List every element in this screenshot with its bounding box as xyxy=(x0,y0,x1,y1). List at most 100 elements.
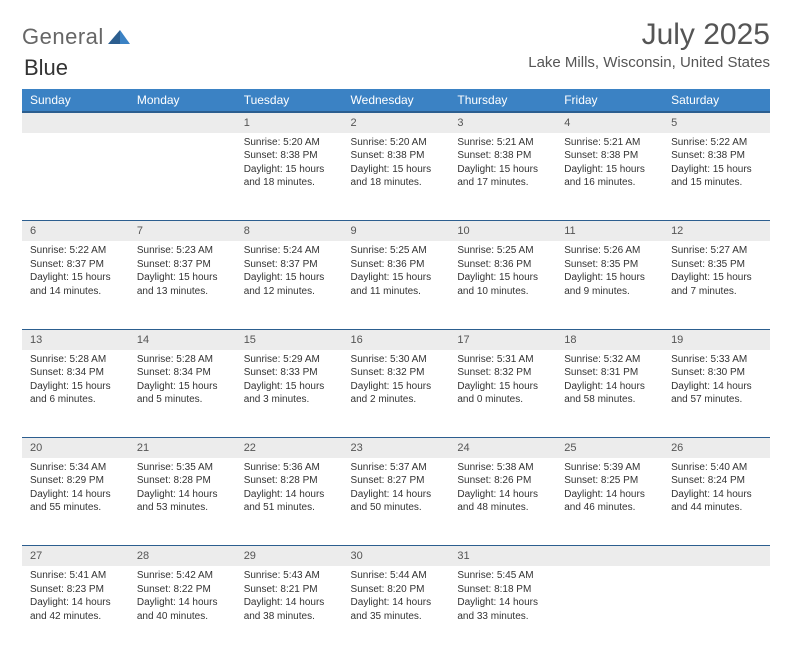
daylight-text: Daylight: 14 hours xyxy=(137,488,228,502)
daylight-text: and 51 minutes. xyxy=(244,501,335,515)
day-number: 5 xyxy=(663,112,770,133)
sunset-text: Sunset: 8:30 PM xyxy=(671,366,762,380)
week-number-row: 6789101112 xyxy=(22,221,770,241)
day-number: 6 xyxy=(22,221,129,241)
day-number: 29 xyxy=(236,546,343,566)
sunset-text: Sunset: 8:38 PM xyxy=(671,149,762,163)
day-cell: Sunrise: 5:32 AMSunset: 8:31 PMDaylight:… xyxy=(556,350,663,438)
day-cell: Sunrise: 5:28 AMSunset: 8:34 PMDaylight:… xyxy=(129,350,236,438)
location: Lake Mills, Wisconsin, United States xyxy=(528,54,770,71)
sunrise-text: Sunrise: 5:30 AM xyxy=(351,353,442,367)
daylight-text: Daylight: 15 hours xyxy=(30,271,121,285)
day-cell: Sunrise: 5:40 AMSunset: 8:24 PMDaylight:… xyxy=(663,458,770,546)
daylight-text: Daylight: 15 hours xyxy=(137,380,228,394)
day-cell xyxy=(663,566,770,654)
daylight-text: Daylight: 14 hours xyxy=(457,488,548,502)
day-cell: Sunrise: 5:29 AMSunset: 8:33 PMDaylight:… xyxy=(236,350,343,438)
sunrise-text: Sunrise: 5:31 AM xyxy=(457,353,548,367)
daylight-text: Daylight: 15 hours xyxy=(244,271,335,285)
col-wednesday: Wednesday xyxy=(343,89,450,112)
daylight-text: and 44 minutes. xyxy=(671,501,762,515)
day-cell: Sunrise: 5:41 AMSunset: 8:23 PMDaylight:… xyxy=(22,566,129,654)
day-number: 8 xyxy=(236,221,343,241)
daylight-text: and 13 minutes. xyxy=(137,285,228,299)
sunrise-text: Sunrise: 5:20 AM xyxy=(244,136,335,150)
sunrise-text: Sunrise: 5:38 AM xyxy=(457,461,548,475)
day-number xyxy=(129,112,236,133)
daylight-text: Daylight: 14 hours xyxy=(671,380,762,394)
sunrise-text: Sunrise: 5:34 AM xyxy=(30,461,121,475)
daylight-text: and 57 minutes. xyxy=(671,393,762,407)
day-cell: Sunrise: 5:42 AMSunset: 8:22 PMDaylight:… xyxy=(129,566,236,654)
calendar-table: Sunday Monday Tuesday Wednesday Thursday… xyxy=(22,89,770,654)
sunrise-text: Sunrise: 5:45 AM xyxy=(457,569,548,583)
daylight-text: Daylight: 15 hours xyxy=(564,163,655,177)
daylight-text: and 5 minutes. xyxy=(137,393,228,407)
day-number: 15 xyxy=(236,329,343,349)
day-number: 17 xyxy=(449,329,556,349)
week-number-row: 20212223242526 xyxy=(22,438,770,458)
col-thursday: Thursday xyxy=(449,89,556,112)
daylight-text: Daylight: 15 hours xyxy=(671,271,762,285)
daylight-text: and 18 minutes. xyxy=(351,176,442,190)
day-number: 11 xyxy=(556,221,663,241)
daylight-text: Daylight: 15 hours xyxy=(30,380,121,394)
day-cell: Sunrise: 5:44 AMSunset: 8:20 PMDaylight:… xyxy=(343,566,450,654)
sunset-text: Sunset: 8:22 PM xyxy=(137,583,228,597)
sunset-text: Sunset: 8:34 PM xyxy=(137,366,228,380)
col-friday: Friday xyxy=(556,89,663,112)
col-monday: Monday xyxy=(129,89,236,112)
day-number: 12 xyxy=(663,221,770,241)
week-number-row: 13141516171819 xyxy=(22,329,770,349)
sunset-text: Sunset: 8:23 PM xyxy=(30,583,121,597)
daylight-text: and 14 minutes. xyxy=(30,285,121,299)
day-cell: Sunrise: 5:26 AMSunset: 8:35 PMDaylight:… xyxy=(556,241,663,329)
day-cell: Sunrise: 5:39 AMSunset: 8:25 PMDaylight:… xyxy=(556,458,663,546)
logo-mark-icon xyxy=(108,24,130,50)
daylight-text: and 50 minutes. xyxy=(351,501,442,515)
sunset-text: Sunset: 8:38 PM xyxy=(564,149,655,163)
day-number: 3 xyxy=(449,112,556,133)
daylight-text: Daylight: 15 hours xyxy=(351,163,442,177)
daylight-text: Daylight: 15 hours xyxy=(244,380,335,394)
day-number: 2 xyxy=(343,112,450,133)
sunset-text: Sunset: 8:21 PM xyxy=(244,583,335,597)
sunset-text: Sunset: 8:31 PM xyxy=(564,366,655,380)
day-cell: Sunrise: 5:30 AMSunset: 8:32 PMDaylight:… xyxy=(343,350,450,438)
sunset-text: Sunset: 8:32 PM xyxy=(457,366,548,380)
daylight-text: and 10 minutes. xyxy=(457,285,548,299)
day-cell: Sunrise: 5:31 AMSunset: 8:32 PMDaylight:… xyxy=(449,350,556,438)
day-cell: Sunrise: 5:33 AMSunset: 8:30 PMDaylight:… xyxy=(663,350,770,438)
month-title: July 2025 xyxy=(528,18,770,52)
day-number: 14 xyxy=(129,329,236,349)
day-cell: Sunrise: 5:25 AMSunset: 8:36 PMDaylight:… xyxy=(343,241,450,329)
daylight-text: Daylight: 15 hours xyxy=(457,380,548,394)
week-number-row: 12345 xyxy=(22,112,770,133)
week-content-row: Sunrise: 5:28 AMSunset: 8:34 PMDaylight:… xyxy=(22,350,770,438)
sunrise-text: Sunrise: 5:44 AM xyxy=(351,569,442,583)
daylight-text: and 12 minutes. xyxy=(244,285,335,299)
sunset-text: Sunset: 8:20 PM xyxy=(351,583,442,597)
daylight-text: Daylight: 14 hours xyxy=(564,380,655,394)
sunrise-text: Sunrise: 5:22 AM xyxy=(30,244,121,258)
week-content-row: Sunrise: 5:20 AMSunset: 8:38 PMDaylight:… xyxy=(22,133,770,221)
day-cell: Sunrise: 5:22 AMSunset: 8:37 PMDaylight:… xyxy=(22,241,129,329)
day-number: 10 xyxy=(449,221,556,241)
daylight-text: and 17 minutes. xyxy=(457,176,548,190)
sunrise-text: Sunrise: 5:21 AM xyxy=(457,136,548,150)
day-number: 30 xyxy=(343,546,450,566)
sunset-text: Sunset: 8:33 PM xyxy=(244,366,335,380)
col-sunday: Sunday xyxy=(22,89,129,112)
sunset-text: Sunset: 8:36 PM xyxy=(457,258,548,272)
week-number-row: 2728293031 xyxy=(22,546,770,566)
daylight-text: Daylight: 15 hours xyxy=(457,271,548,285)
logo-word1: General xyxy=(22,24,104,50)
sunset-text: Sunset: 8:38 PM xyxy=(244,149,335,163)
daylight-text: and 15 minutes. xyxy=(671,176,762,190)
day-cell xyxy=(556,566,663,654)
sunset-text: Sunset: 8:25 PM xyxy=(564,474,655,488)
daylight-text: Daylight: 15 hours xyxy=(351,271,442,285)
daylight-text: Daylight: 14 hours xyxy=(244,488,335,502)
day-number: 20 xyxy=(22,438,129,458)
sunset-text: Sunset: 8:37 PM xyxy=(244,258,335,272)
